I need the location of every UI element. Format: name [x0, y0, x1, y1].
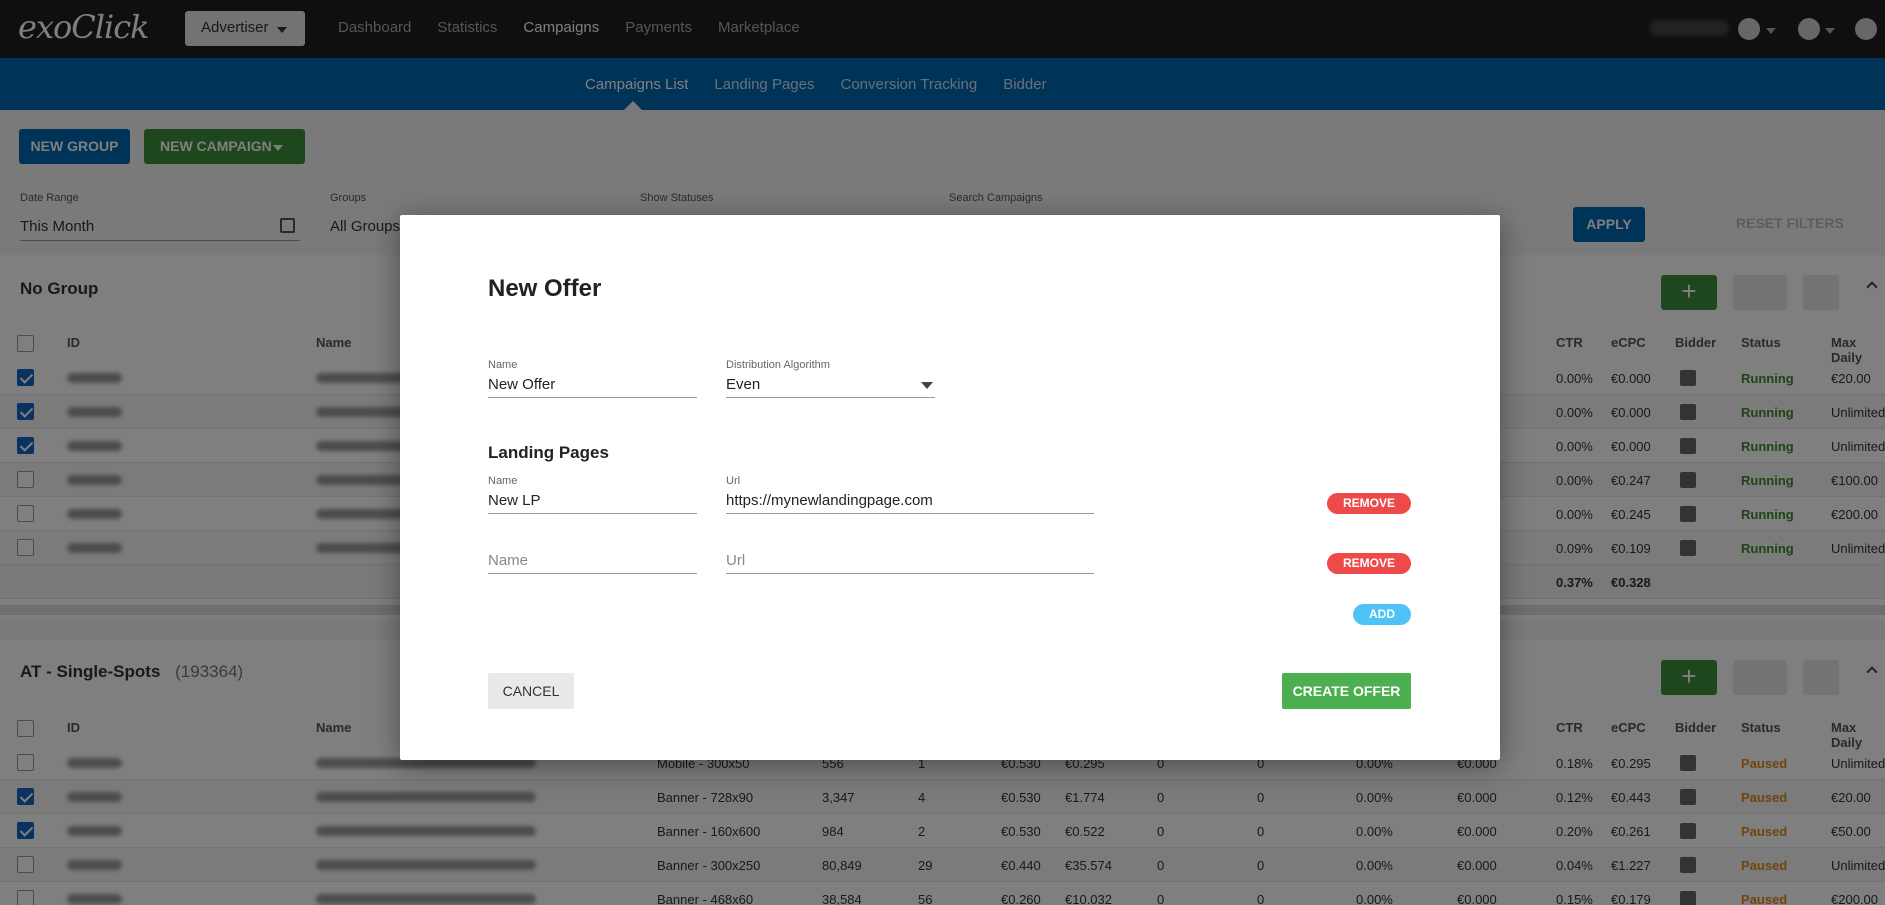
lp-url-input[interactable]: [726, 548, 1094, 574]
distribution-algorithm-label: Distribution Algorithm: [726, 359, 830, 371]
new-offer-modal: New Offer Name Distribution Algorithm Ev…: [400, 215, 1500, 760]
lp-name-input[interactable]: [488, 488, 697, 514]
add-lp-button[interactable]: ADD: [1353, 604, 1411, 625]
lp-name-input[interactable]: [488, 548, 697, 574]
chevron-down-icon: [921, 382, 933, 389]
distribution-algorithm-value: Even: [726, 376, 761, 393]
remove-lp-button[interactable]: REMOVE: [1327, 493, 1411, 514]
remove-lp-button[interactable]: REMOVE: [1327, 553, 1411, 574]
distribution-algorithm-select[interactable]: Even: [726, 372, 935, 398]
offer-name-input[interactable]: [488, 372, 697, 398]
offer-name-label: Name: [488, 359, 518, 371]
lp-url-label: Url: [726, 475, 741, 487]
landing-pages-heading: Landing Pages: [488, 443, 609, 462]
create-offer-button[interactable]: CREATE OFFER: [1282, 673, 1411, 709]
cancel-button[interactable]: CANCEL: [488, 673, 574, 709]
lp-name-label: Name: [488, 475, 518, 487]
lp-url-input[interactable]: [726, 488, 1094, 514]
modal-title: New Offer: [488, 275, 602, 302]
